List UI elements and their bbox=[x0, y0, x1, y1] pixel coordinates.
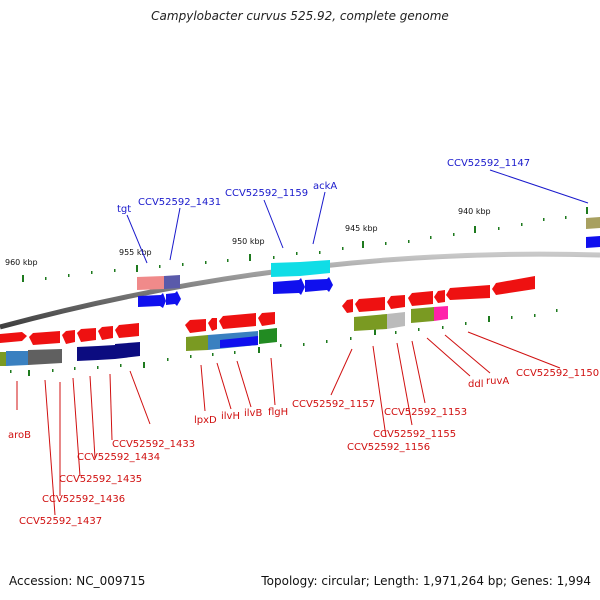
outer-tick-marks bbox=[22, 207, 588, 282]
reverse-genes bbox=[0, 276, 535, 366]
label-ccv52592-1431[interactable]: CCV52592_1431 bbox=[138, 197, 221, 208]
gene-ccv52592-1147 bbox=[586, 217, 600, 229]
label-acka[interactable]: ackA bbox=[313, 181, 337, 192]
label-ccv52592-1153[interactable]: CCV52592_1153 bbox=[384, 407, 467, 418]
gene-forward-blue-3 bbox=[273, 278, 305, 295]
gene-band-olive-left bbox=[0, 352, 6, 366]
gene-band-ccv1153 bbox=[411, 307, 434, 323]
label-ccv52592-1437[interactable]: CCV52592_1437 bbox=[19, 516, 102, 527]
gene-acka bbox=[300, 260, 330, 276]
label-ccv52592-1159[interactable]: CCV52592_1159 bbox=[225, 188, 308, 199]
gene-band-ccv1157 bbox=[354, 314, 387, 331]
gene-forward-blue-5 bbox=[586, 236, 600, 248]
gene-band-ddl bbox=[434, 306, 448, 321]
label-ccv52592-1147[interactable]: CCV52592_1147 bbox=[447, 158, 530, 169]
gene-band-flgh bbox=[259, 328, 277, 344]
gene-band-navy bbox=[77, 346, 98, 361]
gene-forward-blue-2 bbox=[166, 291, 181, 306]
accession-text: Accession: NC_009715 bbox=[9, 574, 146, 588]
gene-forward-blue-4 bbox=[305, 277, 333, 292]
label-ddl[interactable]: ddl bbox=[468, 379, 483, 390]
topology-text: Topology: circular; Length: 1,971,264 bp… bbox=[261, 574, 591, 588]
label-flgh[interactable]: flgH bbox=[268, 407, 288, 418]
label-ccv52592-1435[interactable]: CCV52592_1435 bbox=[59, 474, 142, 485]
gene-band-lpxd bbox=[186, 335, 208, 351]
scale-label-940-kbp: 940 kbp bbox=[458, 207, 491, 216]
forward-genes bbox=[137, 217, 600, 308]
label-ccv52592-1434[interactable]: CCV52592_1434 bbox=[77, 452, 160, 463]
inner-tick-marks bbox=[10, 309, 558, 376]
scale-label-950-kbp: 950 kbp bbox=[232, 237, 265, 246]
label-ccv52592-1155[interactable]: CCV52592_1155 bbox=[373, 429, 456, 440]
label-lpxd[interactable]: lpxD bbox=[194, 415, 217, 426]
bottom-leader-lines bbox=[16, 331, 561, 516]
label-ccv52592-1436[interactable]: CCV52592_1436 bbox=[42, 494, 125, 505]
scale-label-960-kbp: 960 kbp bbox=[5, 258, 38, 267]
label-ruva[interactable]: ruvA bbox=[486, 376, 509, 387]
label-ccv52592-1156[interactable]: CCV52592_1156 bbox=[347, 442, 430, 453]
scale-label-945-kbp: 945 kbp bbox=[345, 224, 378, 233]
gene-forward-blue-1 bbox=[138, 293, 166, 308]
label-ilvh[interactable]: ilvH bbox=[221, 411, 240, 422]
label-tgt[interactable]: tgt bbox=[117, 204, 131, 215]
gene-tgt bbox=[137, 276, 164, 290]
label-ccv52592-1150[interactable]: CCV52592_1150 bbox=[516, 368, 599, 379]
label-arob[interactable]: aroB bbox=[8, 430, 31, 441]
gene-aroB-arrow bbox=[0, 332, 27, 343]
label-ccv52592-1433[interactable]: CCV52592_1433 bbox=[112, 439, 195, 450]
label-ilvb[interactable]: ilvB bbox=[244, 408, 262, 419]
scale-label-955-kbp: 955 kbp bbox=[119, 248, 152, 257]
label-ccv52592-1157[interactable]: CCV52592_1157 bbox=[292, 399, 375, 410]
gene-ccv52592-1159 bbox=[271, 262, 300, 277]
top-leader-lines bbox=[126, 169, 589, 264]
gene-ccv52592-1431 bbox=[164, 275, 180, 289]
map-title: Campylobacter curvus 525.92, complete ge… bbox=[151, 9, 449, 23]
